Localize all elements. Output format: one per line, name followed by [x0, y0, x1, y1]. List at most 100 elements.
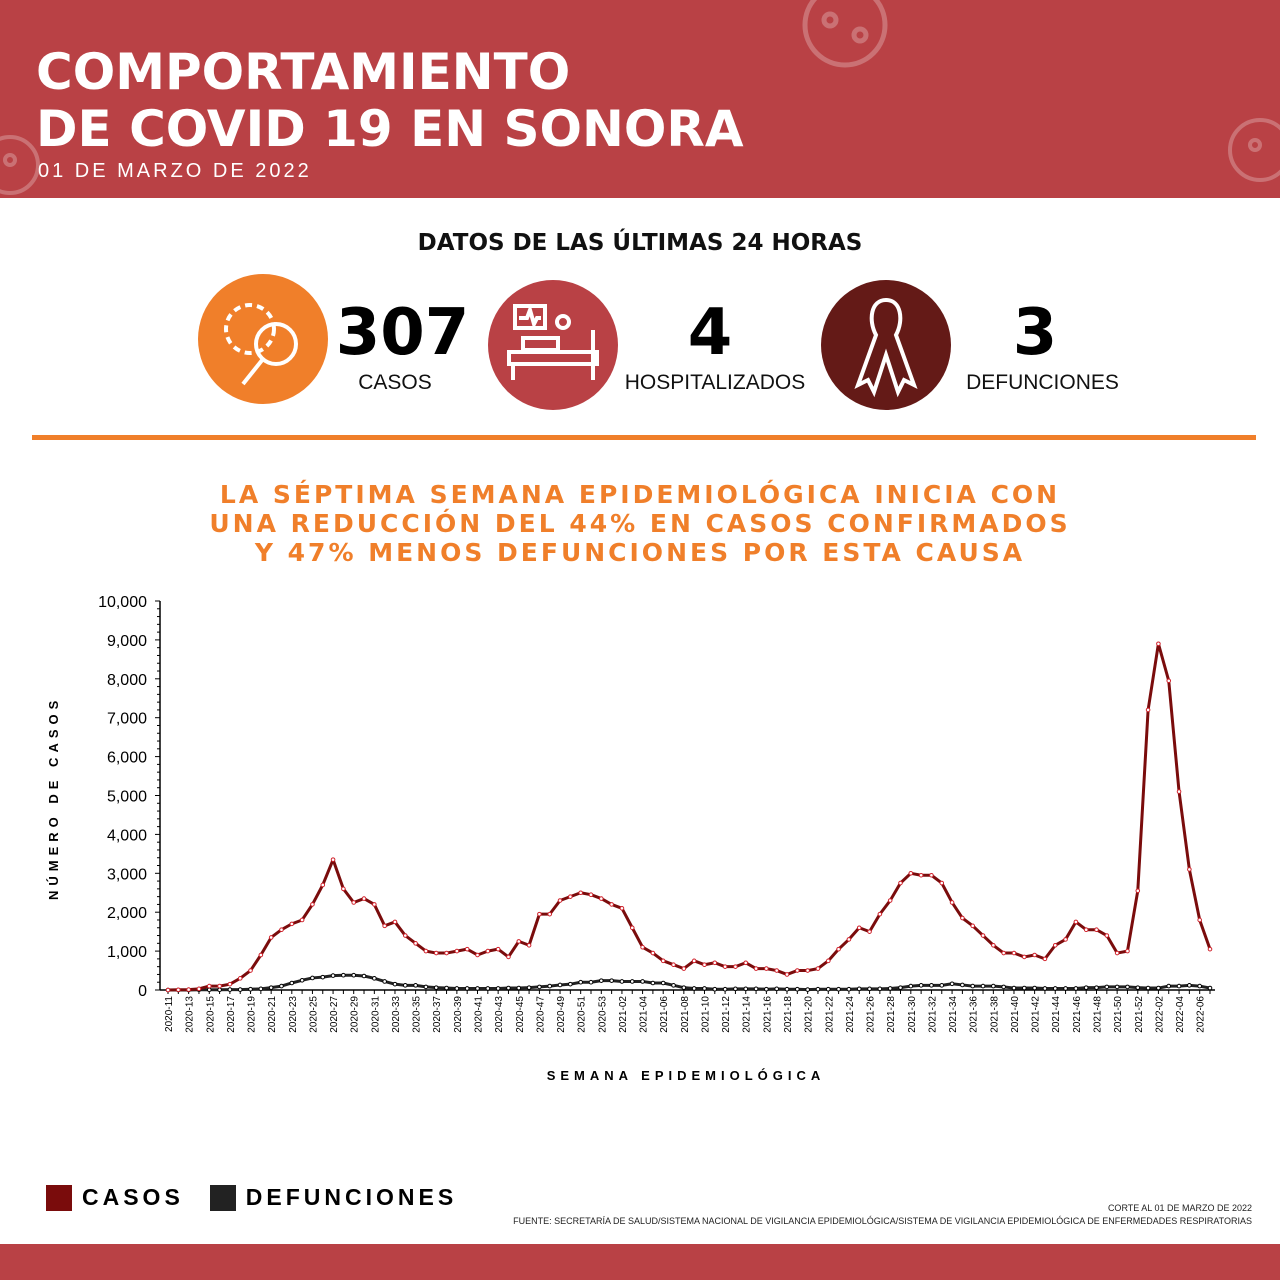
data-point-casos: [764, 966, 769, 971]
data-point-casos: [650, 950, 656, 956]
data-point-casos: [341, 886, 346, 892]
data-point-casos: [712, 960, 718, 966]
data-point-defunciones: [537, 984, 542, 990]
data-point-defunciones: [1207, 985, 1213, 991]
y-tick-label: 1,000: [107, 944, 147, 961]
data-point-defunciones: [227, 987, 233, 992]
data-point-defunciones: [372, 976, 377, 981]
deaths-count: 3: [1012, 296, 1058, 370]
data-point-defunciones: [908, 983, 914, 989]
x-tick-label: 2021-42: [1031, 996, 1042, 1033]
data-point-casos: [1042, 956, 1048, 962]
data-point-defunciones: [444, 985, 449, 991]
x-tick-label: 2020-39: [453, 996, 464, 1033]
x-tick-label: 2021-50: [1113, 996, 1124, 1033]
ribbon-icon: [854, 297, 918, 398]
data-point-casos: [258, 952, 264, 958]
data-point-casos: [949, 900, 955, 905]
data-point-casos: [557, 898, 563, 903]
data-point-casos: [568, 894, 573, 899]
data-point-defunciones: [568, 981, 573, 987]
data-point-casos: [475, 952, 480, 958]
data-point-defunciones: [1187, 983, 1192, 988]
virus-search-icon: [224, 303, 298, 386]
data-point-defunciones: [629, 979, 635, 984]
data-point-defunciones: [1073, 986, 1079, 991]
x-tick-label: 2021-52: [1134, 996, 1145, 1033]
data-point-defunciones: [382, 979, 387, 984]
data-point-defunciones: [1176, 983, 1182, 989]
x-tick-label: 2020-21: [267, 996, 278, 1033]
data-point-casos: [217, 983, 222, 989]
data-point-defunciones: [939, 983, 945, 988]
legend-label-defunciones: DEFUNCIONES: [245, 1184, 458, 1210]
data-point-defunciones: [1145, 985, 1151, 991]
data-point-defunciones: [341, 972, 346, 978]
data-point-casos: [578, 890, 583, 896]
data-point-defunciones: [650, 980, 656, 986]
data-point-casos: [320, 882, 326, 888]
data-point-defunciones: [1135, 985, 1141, 990]
x-tick-label: 2021-10: [700, 996, 711, 1033]
x-tick-label: 2021-34: [948, 996, 959, 1033]
data-point-casos: [279, 927, 284, 933]
x-tick-label: 2020-11: [164, 996, 175, 1032]
data-point-casos: [795, 968, 800, 973]
x-tick-label: 2020-27: [329, 996, 340, 1033]
x-tick-label: 2020-47: [535, 996, 546, 1033]
data-point-defunciones: [506, 985, 511, 991]
data-point-casos: [176, 987, 181, 993]
data-point-defunciones: [1125, 984, 1130, 990]
data-point-defunciones: [547, 983, 553, 989]
x-tick-label: 2022-02: [1154, 996, 1165, 1033]
data-point-defunciones: [753, 986, 759, 992]
data-point-defunciones: [609, 978, 614, 983]
y-tick-label: 7,000: [107, 711, 147, 728]
y-tick-label: 9,000: [107, 633, 147, 650]
data-point-casos: [310, 902, 315, 907]
data-point-casos: [702, 962, 707, 968]
x-tick-label: 2021-12: [721, 996, 732, 1033]
data-point-defunciones: [1011, 985, 1017, 991]
data-point-casos: [1094, 927, 1099, 933]
data-point-casos: [599, 896, 604, 901]
data-point-casos: [495, 946, 501, 952]
data-point-casos: [1176, 789, 1182, 794]
data-point-casos: [805, 968, 810, 973]
data-point-casos: [784, 972, 790, 977]
y-tick-label: 3,000: [107, 866, 147, 883]
data-point-defunciones: [805, 987, 810, 992]
legend-label-casos: CASOS: [82, 1184, 184, 1210]
data-point-casos: [516, 939, 522, 944]
y-tick-label: 5,000: [107, 789, 147, 806]
x-tick-label: 2020-31: [370, 996, 381, 1033]
data-point-casos: [1135, 888, 1141, 894]
data-point-defunciones: [402, 983, 408, 988]
x-tick-label: 2021-02: [618, 996, 629, 1033]
x-tick-label: 2021-26: [866, 996, 877, 1033]
data-point-casos: [856, 925, 862, 931]
data-point-defunciones: [351, 972, 357, 978]
data-point-defunciones: [836, 986, 841, 992]
data-point-defunciones: [392, 981, 398, 987]
data-point-defunciones: [1063, 986, 1068, 991]
data-point-defunciones: [289, 980, 295, 986]
data-point-defunciones: [1166, 983, 1172, 989]
data-point-casos: [268, 935, 274, 940]
data-point-defunciones: [279, 983, 284, 989]
series-line-casos: [167, 642, 1212, 992]
data-point-casos: [423, 948, 429, 954]
data-point-casos: [991, 942, 996, 948]
x-tick-label: 2020-53: [597, 996, 608, 1033]
header-banner: COMPORTAMIENTO DE COVID 19 EN SONORA 01 …: [0, 0, 1280, 198]
data-point-defunciones: [361, 973, 367, 979]
data-point-defunciones: [1042, 986, 1048, 991]
y-tick-label: 2,000: [107, 905, 147, 922]
data-point-defunciones: [1094, 985, 1099, 990]
x-tick-label: 2021-24: [845, 996, 856, 1033]
data-point-defunciones: [217, 987, 222, 993]
data-point-defunciones: [464, 986, 470, 991]
data-point-defunciones: [929, 983, 934, 988]
data-point-defunciones: [588, 979, 594, 985]
data-point-casos: [815, 966, 821, 971]
